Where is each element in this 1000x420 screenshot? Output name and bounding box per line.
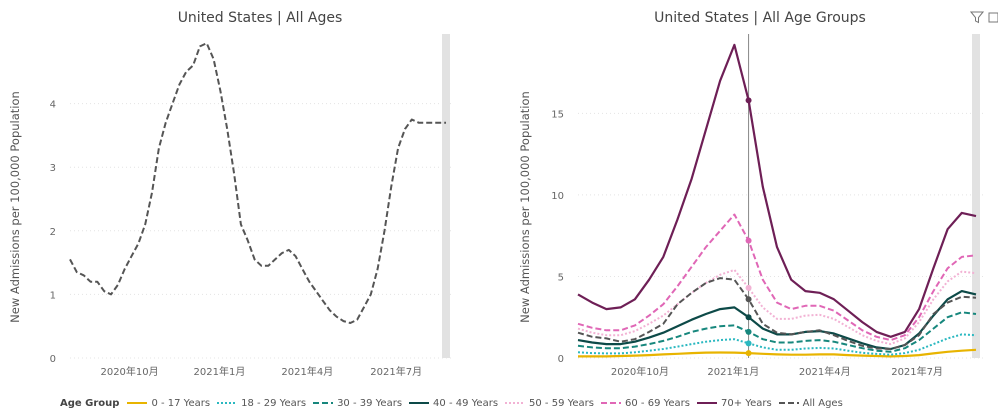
y-tick-label: 3 bbox=[50, 163, 56, 174]
legend-swatch bbox=[697, 402, 717, 404]
x-tick-label: 2021年1月 bbox=[194, 365, 246, 378]
right-line-chart: 0 5 10 15 2020年10月 2021年1月 2021年4月 2021年7月 bbox=[551, 34, 984, 378]
legend-item[interactable]: 70+ Years bbox=[697, 398, 772, 409]
legend-item[interactable]: All Ages bbox=[778, 397, 843, 409]
hover-point bbox=[745, 328, 752, 335]
legend-label: 30 - 39 Years bbox=[337, 397, 403, 409]
x-tick-label: 2021年4月 bbox=[799, 365, 851, 378]
series-line-40-49-years[interactable] bbox=[577, 290, 977, 351]
hover-point bbox=[745, 340, 752, 347]
hover-point bbox=[745, 296, 752, 303]
latest-week-band bbox=[972, 34, 980, 358]
hover-point bbox=[745, 314, 752, 321]
legend-item[interactable]: 40 - 49 Years bbox=[409, 398, 498, 409]
series-line-all-ages[interactable] bbox=[577, 277, 977, 350]
y-tick-label: 5 bbox=[558, 272, 564, 283]
right-chart-title: United States | All Age Groups bbox=[654, 10, 866, 26]
legend-label: 50 - 59 Years bbox=[529, 397, 595, 409]
x-tick-label: 2020年10月 bbox=[100, 365, 158, 378]
legend-label: All Ages bbox=[802, 397, 843, 409]
legend-label: 40 - 49 Years bbox=[433, 397, 499, 409]
filter-icon[interactable] bbox=[969, 11, 988, 28]
legend-swatch bbox=[505, 402, 526, 404]
hover-point bbox=[745, 350, 752, 357]
legend-item[interactable]: 0 - 17 Years bbox=[127, 398, 210, 409]
y-tick-label: 0 bbox=[558, 354, 564, 365]
series-line-30-39-years[interactable] bbox=[577, 311, 977, 353]
left-line-chart: 0 1 2 3 4 2020年10月 2021年1月 2021年4月 2021年7月 bbox=[50, 34, 454, 378]
y-tick-label: 1 bbox=[50, 290, 56, 301]
legend-label: 60 - 69 Years bbox=[625, 397, 690, 409]
legend: Age Group 0 - 17 Years 18 - 29 Years 30 - … bbox=[60, 394, 850, 412]
y-tick-label: 10 bbox=[551, 191, 564, 202]
y-tick-label: 0 bbox=[50, 354, 56, 365]
legend-label: 18 - 29 Years bbox=[241, 397, 307, 409]
y-tick-label: 2 bbox=[50, 227, 56, 238]
legend-swatch bbox=[409, 402, 430, 404]
legend-label: 70+ Years bbox=[721, 397, 772, 409]
legend-item[interactable]: 50 - 59 Years bbox=[505, 398, 594, 409]
legend-swatch bbox=[778, 402, 799, 404]
x-tick-label: 2021年7月 bbox=[370, 365, 422, 378]
hover-point bbox=[745, 97, 752, 104]
legend-swatch bbox=[217, 402, 238, 404]
x-tick-label: 2021年4月 bbox=[281, 365, 333, 378]
legend-item[interactable]: 60 - 69 Years bbox=[601, 398, 690, 409]
latest-week-band bbox=[442, 34, 450, 358]
y-tick-label: 15 bbox=[551, 109, 564, 120]
series-line-0-17-years[interactable] bbox=[578, 348, 977, 358]
legend-item[interactable]: 18 - 29 Years bbox=[217, 398, 306, 409]
series-line-50-59-years[interactable] bbox=[577, 268, 977, 346]
series-line-18-29-years[interactable] bbox=[577, 333, 977, 356]
legend-swatch bbox=[313, 402, 334, 404]
series-line-60-69-years[interactable] bbox=[577, 213, 977, 342]
series-line-70-years[interactable] bbox=[577, 43, 977, 338]
legend-item[interactable]: 30 - 39 Years bbox=[313, 398, 402, 409]
x-tick-label: 2021年7月 bbox=[891, 365, 943, 378]
legend-swatch bbox=[601, 402, 622, 404]
left-chart-title: United States | All Ages bbox=[177, 10, 343, 26]
hover-point bbox=[745, 284, 752, 291]
x-tick-label: 2020年10月 bbox=[611, 365, 669, 378]
y-tick-label: 4 bbox=[50, 100, 56, 111]
series-line-all-ages[interactable] bbox=[69, 42, 446, 324]
legend-label: 0 - 17 Years bbox=[151, 397, 211, 409]
legend-title: Age Group bbox=[60, 397, 120, 409]
legend-swatch bbox=[127, 402, 148, 404]
hover-point bbox=[745, 237, 752, 244]
x-tick-label: 2021年1月 bbox=[707, 365, 759, 378]
